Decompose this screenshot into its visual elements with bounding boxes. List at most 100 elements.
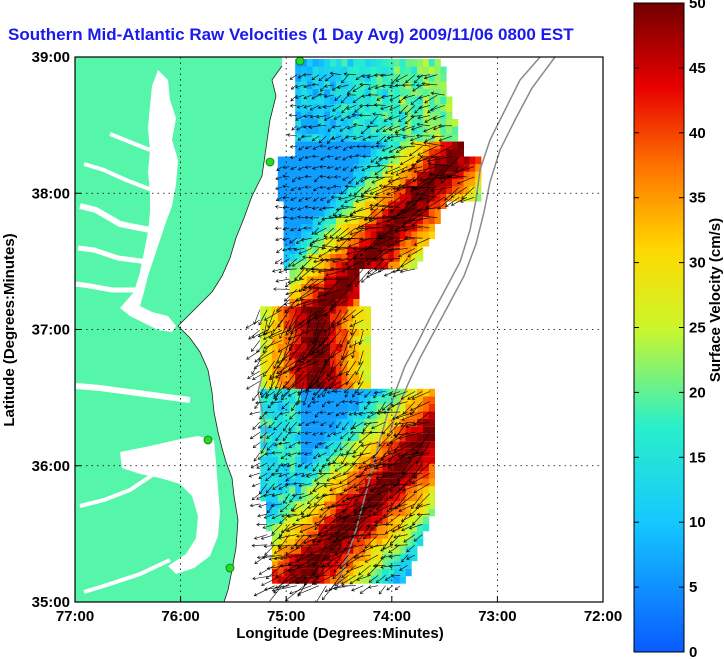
velocity-arrow <box>295 94 305 99</box>
velocity-cell <box>399 508 406 517</box>
velocity-arrow <box>401 411 423 421</box>
velocity-arrow-head <box>388 116 393 121</box>
velocity-cell <box>312 238 319 247</box>
velocity-arrow <box>379 452 401 465</box>
velocity-arrow <box>404 105 416 115</box>
velocity-cell <box>376 104 383 112</box>
velocity-arrow <box>324 84 334 87</box>
velocity-arrow-head <box>402 487 407 492</box>
velocity-cell <box>312 186 319 194</box>
velocity-cell <box>347 396 354 404</box>
velocity-cell <box>301 201 308 209</box>
velocity-arrow <box>309 370 327 389</box>
velocity-cell <box>353 89 360 97</box>
velocity-arrow <box>288 442 297 448</box>
velocity-cell <box>266 343 273 352</box>
velocity-arrow-head <box>350 331 354 336</box>
velocity-cell <box>370 501 377 509</box>
velocity-cell <box>434 216 441 224</box>
velocity-arrow <box>417 493 431 507</box>
velocity-arrow <box>455 166 475 173</box>
velocity-cell <box>289 531 296 539</box>
velocity-arrow <box>355 176 364 185</box>
velocity-arrow <box>393 483 416 486</box>
velocity-arrow <box>326 360 342 377</box>
velocity-arrow-head <box>319 174 323 179</box>
velocity-cell <box>271 448 279 457</box>
velocity-arrow <box>343 309 357 321</box>
velocity-cell <box>388 231 395 239</box>
velocity-cell <box>353 448 360 457</box>
velocity-cell <box>312 111 319 120</box>
velocity-arrow <box>272 513 283 519</box>
velocity-arrow-head <box>323 484 328 488</box>
velocity-arrow <box>315 411 320 418</box>
velocity-arrow <box>392 186 416 189</box>
velocity-arrow <box>368 585 379 588</box>
velocity-cell <box>376 171 383 180</box>
velocity-arrow <box>339 554 357 569</box>
velocity-cell <box>475 164 482 172</box>
velocity-arrow-head <box>289 416 293 420</box>
velocity-arrow-head <box>323 94 328 99</box>
velocity-cell <box>324 433 331 442</box>
velocity-arrow <box>375 176 393 178</box>
velocity-arrow-head <box>304 146 309 150</box>
velocity-arrow-head <box>271 493 275 498</box>
velocity-cell <box>359 396 366 404</box>
velocity-arrow-head <box>334 245 339 249</box>
velocity-arrows <box>245 71 475 602</box>
velocity-arrow-head <box>324 445 329 449</box>
velocity-arrow-head <box>298 251 303 255</box>
velocity-arrow-head <box>415 505 419 510</box>
velocity-arrow <box>341 411 349 415</box>
velocity-arrow-head <box>249 435 254 440</box>
velocity-arrow-head <box>368 217 373 222</box>
velocity-arrow <box>297 227 305 231</box>
velocity-cell <box>283 568 290 577</box>
velocity-arrow <box>340 186 349 195</box>
velocity-arrow-head <box>362 144 366 149</box>
velocity-arrow <box>408 156 423 172</box>
velocity-cell <box>347 253 354 262</box>
velocity-arrow-head <box>415 186 419 190</box>
velocity-arrow <box>359 114 371 116</box>
velocity-cell <box>382 546 389 554</box>
velocity-arrow <box>400 156 416 165</box>
velocity-cell <box>318 358 325 367</box>
velocity-cell <box>324 463 331 472</box>
colorbar-tick-label: 45 <box>689 60 706 77</box>
velocity-cell <box>277 478 284 487</box>
velocity-cell <box>306 111 313 120</box>
velocity-arrow-head <box>288 347 293 351</box>
velocity-arrow-head <box>273 395 277 400</box>
velocity-cell <box>393 134 401 142</box>
velocity-cell <box>330 291 337 299</box>
velocity-cell <box>370 126 377 135</box>
velocity-arrow <box>278 534 297 539</box>
velocity-cell <box>312 426 319 434</box>
velocity-cell <box>364 328 372 337</box>
velocity-arrow <box>288 319 298 341</box>
velocity-arrow <box>329 575 342 591</box>
velocity-cell <box>312 343 319 352</box>
velocity-cell <box>393 201 401 209</box>
velocity-cell <box>428 463 435 472</box>
velocity-cell <box>388 164 395 172</box>
velocity-cell <box>388 149 395 157</box>
velocity-cell <box>423 208 430 217</box>
velocity-cell <box>359 486 366 494</box>
velocity-cell <box>341 576 348 584</box>
velocity-arrow <box>372 113 386 116</box>
velocity-arrow-head <box>332 259 336 264</box>
velocity-arrow <box>353 124 364 127</box>
velocity-cell <box>411 448 418 457</box>
velocity-cell <box>399 493 406 502</box>
velocity-arrow <box>460 197 475 203</box>
velocity-arrow <box>320 503 342 510</box>
velocity-cell <box>306 208 313 217</box>
velocity-arrow <box>258 503 268 508</box>
velocity-cell <box>289 546 296 554</box>
velocity-arrow <box>405 74 416 84</box>
velocity-cell <box>312 471 319 479</box>
